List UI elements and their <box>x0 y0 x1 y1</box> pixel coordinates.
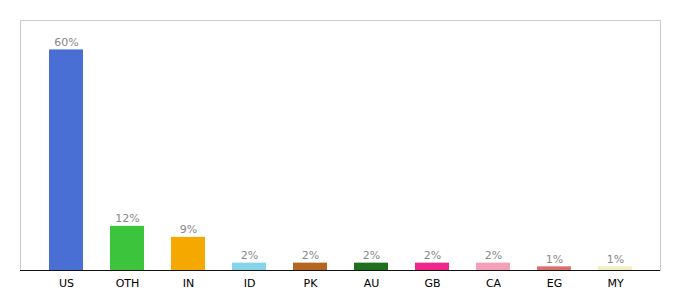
svg-text:CA: CA <box>486 277 502 290</box>
svg-text:60%: 60% <box>54 36 78 49</box>
svg-text:1%: 1% <box>546 253 563 266</box>
svg-text:PK: PK <box>304 277 319 290</box>
svg-text:12%: 12% <box>115 212 139 225</box>
svg-text:MY: MY <box>607 277 623 290</box>
svg-text:2%: 2% <box>241 249 258 262</box>
svg-text:9%: 9% <box>180 223 197 236</box>
svg-text:2%: 2% <box>363 249 380 262</box>
svg-text:GB: GB <box>424 277 440 290</box>
svg-text:2%: 2% <box>424 249 441 262</box>
svg-text:2%: 2% <box>302 249 319 262</box>
svg-text:ID: ID <box>244 277 256 290</box>
svg-text:1%: 1% <box>607 253 624 266</box>
svg-text:IN: IN <box>183 277 194 290</box>
svg-text:OTH: OTH <box>116 277 140 290</box>
svg-text:AU: AU <box>364 277 380 290</box>
svg-text:EG: EG <box>547 277 562 290</box>
svg-text:US: US <box>59 277 74 290</box>
svg-text:2%: 2% <box>485 249 502 262</box>
